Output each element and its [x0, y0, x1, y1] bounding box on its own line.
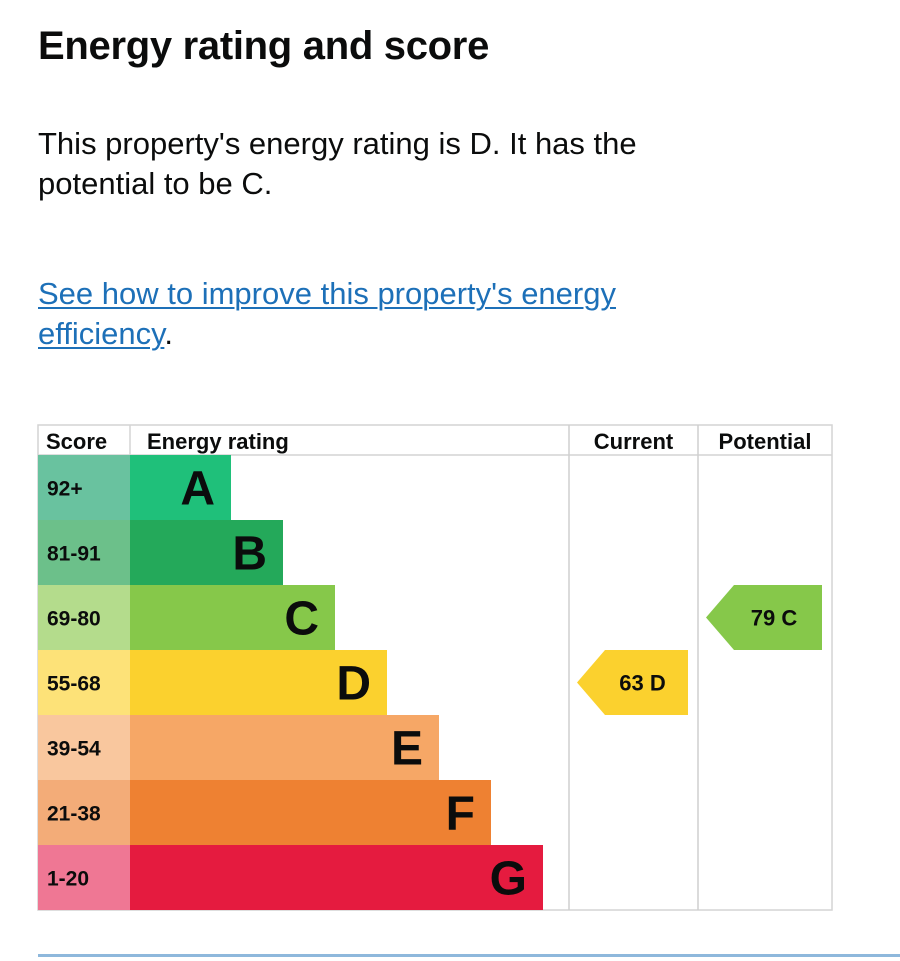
- improve-paragraph: See how to improve this property's energ…: [38, 274, 758, 354]
- band-bar-d: [130, 650, 387, 715]
- score-header: Score: [46, 429, 107, 454]
- potential-arrow: [706, 585, 822, 650]
- band-letter-a: A: [180, 463, 215, 516]
- band-bar-a: [130, 455, 231, 520]
- band-bar-g: [130, 845, 543, 910]
- rating-summary: This property's energy rating is D. It h…: [38, 126, 637, 201]
- current-rating-label: 63 D: [619, 671, 665, 696]
- score-cell-a: [38, 455, 130, 520]
- improve-efficiency-link[interactable]: See how to improve this property's energ…: [38, 276, 616, 351]
- section-divider: [38, 954, 900, 957]
- score-cell-f: [38, 780, 130, 845]
- band-letter-e: E: [391, 723, 423, 776]
- potential-rating-label: 79 C: [751, 606, 798, 631]
- score-range-f: 21-38: [47, 803, 101, 826]
- score-cell-c: [38, 585, 130, 650]
- band-letter-g: G: [490, 853, 527, 906]
- band-bar-e: [130, 715, 439, 780]
- score-cell-d: [38, 650, 130, 715]
- potential-header: Potential: [719, 429, 812, 454]
- band-bar-b: [130, 520, 283, 585]
- energy-rating-header: Energy rating: [147, 429, 289, 454]
- band-letter-c: C: [284, 593, 319, 646]
- band-letter-d: D: [336, 658, 371, 711]
- score-cell-e: [38, 715, 130, 780]
- band-bar-c: [130, 585, 335, 650]
- improve-link-suffix: .: [164, 316, 173, 351]
- score-cell-b: [38, 520, 130, 585]
- score-range-c: 69-80: [47, 608, 101, 631]
- score-cell-g: [38, 845, 130, 910]
- score-range-d: 55-68: [47, 673, 101, 696]
- band-letter-b: B: [232, 528, 267, 581]
- band-bar-f: [130, 780, 491, 845]
- band-letter-f: F: [446, 788, 475, 841]
- score-range-a: 92+: [47, 478, 83, 501]
- current-header: Current: [594, 429, 674, 454]
- score-range-b: 81-91: [47, 543, 101, 566]
- current-arrow: [577, 650, 688, 715]
- page-title: Energy rating and score: [38, 24, 490, 68]
- score-range-e: 39-54: [47, 738, 101, 761]
- score-range-g: 1-20: [47, 868, 89, 891]
